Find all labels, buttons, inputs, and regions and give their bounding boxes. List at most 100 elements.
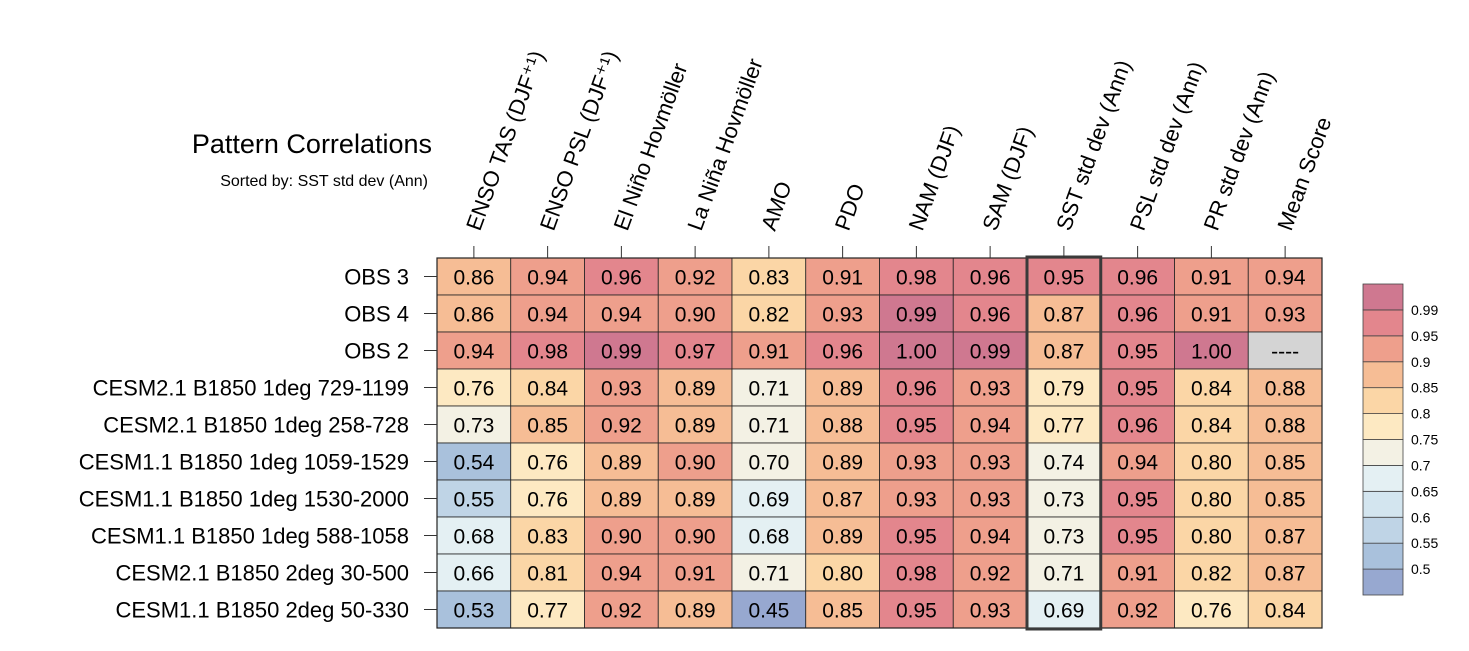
cell-value: 0.96	[970, 304, 1011, 327]
heatmap-cell	[584, 479, 659, 518]
heatmap-cell	[879, 590, 954, 629]
heatmap-cell	[952, 590, 1028, 629]
heatmap-cell	[805, 405, 880, 444]
cell-value: 0.89	[822, 452, 863, 475]
heatmap-cell	[1247, 516, 1323, 555]
cell-value: 0.87	[1043, 304, 1084, 327]
heatmap-cell	[1174, 368, 1249, 407]
cell-value: 0.79	[1043, 378, 1084, 401]
cell-value: 0.85	[527, 415, 568, 438]
cell-value: 0.71	[1043, 563, 1084, 586]
heatmap-cell	[879, 442, 954, 481]
heatmap-cell	[436, 516, 512, 555]
cell-value: 0.95	[896, 526, 937, 549]
heatmap-cell	[510, 294, 585, 333]
heatmap-cell	[952, 405, 1028, 444]
heatmap-cell	[731, 331, 807, 370]
heatmap-cell	[805, 257, 880, 296]
cell-value: 0.93	[822, 304, 863, 327]
cell-value: 0.84	[527, 378, 568, 401]
cell-value: 0.99	[601, 341, 642, 364]
cell-value: 0.76	[1191, 600, 1232, 623]
cell-value: 0.94	[527, 267, 568, 290]
cell-value: 0.92	[601, 415, 642, 438]
heatmap-cells: 0.86 0.94 0.96 0.92 0.83 0.91 0.98 0.96 0.95 0.96…	[436, 255, 1323, 631]
cell-value: 0.98	[896, 563, 937, 586]
cell-value: 0.89	[601, 452, 642, 475]
cell-value: 0.82	[1191, 563, 1232, 586]
colorbar-swatch	[1362, 465, 1404, 492]
heatmap-cell	[879, 294, 954, 333]
cell-value: 0.84	[1191, 378, 1232, 401]
cell-value: 0.89	[675, 600, 716, 623]
heatmap-cell	[879, 368, 954, 407]
heatmap-cell	[1247, 368, 1323, 407]
heatmap-cell	[1247, 331, 1323, 370]
cell-value: 0.96	[1117, 267, 1158, 290]
cell-value: 0.88	[1265, 415, 1306, 438]
cell-value: 0.66	[453, 563, 494, 586]
cell-value: 0.94	[601, 563, 642, 586]
cell-value: 1.00	[896, 341, 937, 364]
colorbar-label: 0.99	[1411, 302, 1438, 318]
colorbar-swatch	[1362, 283, 1404, 311]
row-label: CESM1.1 B1850 2deg 50-330	[115, 598, 409, 623]
heatmap-cell	[1026, 368, 1102, 407]
heatmap-cell	[510, 405, 585, 444]
cell-value: 0.89	[675, 415, 716, 438]
cell-value: 0.87	[1043, 341, 1084, 364]
cell-value: 0.89	[822, 526, 863, 549]
heatmap-cell	[436, 405, 512, 444]
heatmap-cell	[584, 516, 659, 555]
cell-value: 0.96	[822, 341, 863, 364]
column-label: PSL std dev (Ann)	[1125, 58, 1209, 234]
heatmap-cell	[436, 442, 512, 481]
cell-value: 0.95	[1117, 526, 1158, 549]
cell-value: 0.95	[1117, 341, 1158, 364]
cell-value: 0.97	[675, 341, 716, 364]
heatmap-cell	[436, 257, 512, 296]
heatmap-cell	[1100, 368, 1175, 407]
row-label: CESM2.1 B1850 1deg 729-1199	[93, 376, 409, 401]
row-label: OBS 3	[344, 265, 409, 290]
cell-value: 0.93	[601, 378, 642, 401]
cell-value: 0.99	[896, 304, 937, 327]
heatmap-cell	[1100, 257, 1175, 296]
cell-value: 0.71	[748, 378, 789, 401]
cell-value: 0.93	[1265, 304, 1306, 327]
heatmap-cell	[657, 331, 733, 370]
column-label: PDO	[830, 180, 870, 233]
cell-value: 0.98	[527, 341, 568, 364]
cell-value: 0.73	[453, 415, 494, 438]
cell-value: 0.96	[601, 267, 642, 290]
cell-value: 0.92	[970, 563, 1011, 586]
cell-value: 0.84	[1265, 600, 1306, 623]
heatmap-cell	[1174, 516, 1249, 555]
heatmap-cell	[731, 294, 807, 333]
cell-value: 0.71	[748, 415, 789, 438]
heatmap-cell	[1026, 294, 1102, 333]
cell-value: 0.88	[822, 415, 863, 438]
cell-value: 0.91	[1117, 563, 1158, 586]
heatmap-cell	[436, 331, 512, 370]
heatmap-cell	[657, 294, 733, 333]
cell-value: 0.96	[970, 267, 1011, 290]
heatmap-cell	[510, 257, 585, 296]
heatmap-cell	[1174, 590, 1249, 629]
colorbar-swatch	[1362, 516, 1404, 544]
column-label: La Niña Hovmöller	[682, 55, 767, 234]
heatmap-cell	[1174, 553, 1249, 592]
colorbar-swatch	[1362, 335, 1404, 363]
cell-value: 0.69	[1043, 600, 1084, 623]
row-labels: OBS 3 OBS 4 OBS 2 CESM2.1 B1850 1deg 729-11…	[79, 265, 437, 623]
cell-value: 0.86	[453, 304, 494, 327]
heatmap-cell	[436, 553, 512, 592]
column-label: ENSO PSL (DJF⁺¹)	[535, 47, 623, 233]
heatmap-cell	[952, 257, 1028, 296]
colorbar-swatch	[1362, 361, 1404, 389]
cell-value: 0.85	[822, 600, 863, 623]
heatmap-cell	[805, 442, 880, 481]
heatmap-cell	[510, 590, 585, 629]
cell-value: 0.93	[970, 452, 1011, 475]
heatmap-cell	[1100, 516, 1175, 555]
